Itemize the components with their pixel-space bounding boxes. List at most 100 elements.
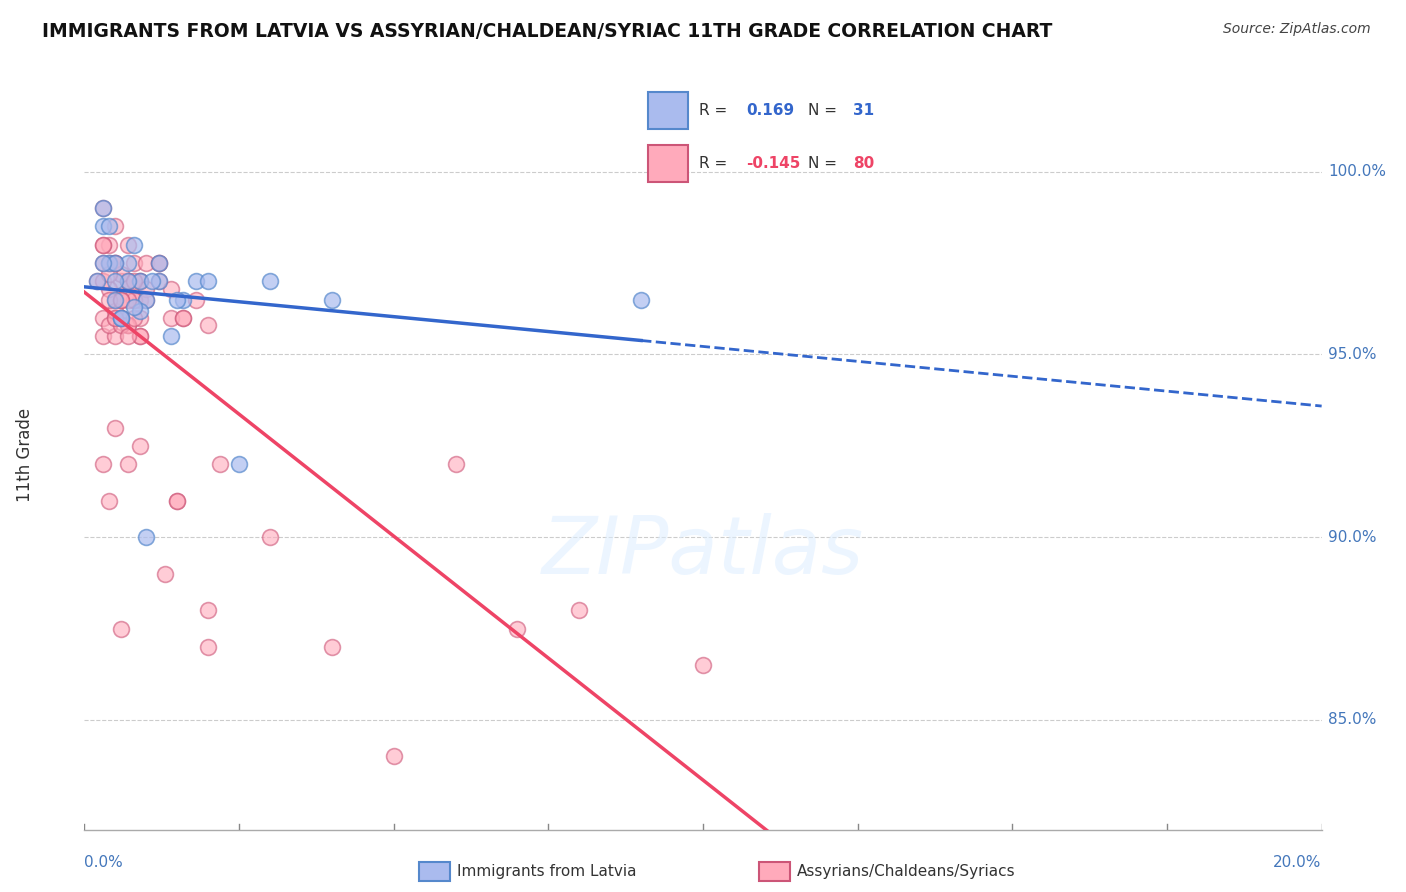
Point bbox=[104, 293, 127, 307]
Point bbox=[197, 640, 219, 654]
Point bbox=[172, 310, 194, 325]
Text: 11th Grade: 11th Grade bbox=[15, 408, 34, 502]
Point bbox=[630, 293, 652, 307]
Point bbox=[135, 530, 157, 544]
Point bbox=[91, 256, 114, 270]
Point bbox=[122, 293, 145, 307]
Text: IMMIGRANTS FROM LATVIA VS ASSYRIAN/CHALDEAN/SYRIAC 11TH GRADE CORRELATION CHART: IMMIGRANTS FROM LATVIA VS ASSYRIAN/CHALD… bbox=[42, 22, 1053, 41]
Point bbox=[117, 329, 139, 343]
Point bbox=[148, 256, 170, 270]
Point bbox=[321, 293, 343, 307]
Point bbox=[117, 274, 139, 288]
Point bbox=[104, 219, 127, 234]
Point bbox=[197, 603, 219, 617]
Point bbox=[117, 274, 139, 288]
Point bbox=[228, 457, 250, 471]
Point bbox=[117, 318, 139, 333]
Point bbox=[209, 457, 232, 471]
Point bbox=[135, 293, 157, 307]
Point bbox=[160, 282, 183, 296]
Point bbox=[172, 293, 194, 307]
Point bbox=[98, 256, 121, 270]
Point bbox=[110, 310, 132, 325]
Point bbox=[110, 274, 132, 288]
Point bbox=[135, 256, 157, 270]
Point bbox=[172, 310, 194, 325]
Point bbox=[117, 457, 139, 471]
Point bbox=[110, 622, 132, 636]
Point bbox=[91, 237, 114, 252]
Text: 31: 31 bbox=[853, 103, 875, 118]
Point bbox=[104, 256, 127, 270]
Text: 80: 80 bbox=[853, 156, 875, 171]
Point bbox=[148, 256, 170, 270]
Point bbox=[98, 237, 121, 252]
Point bbox=[91, 201, 114, 215]
Point bbox=[184, 293, 207, 307]
Point bbox=[98, 256, 121, 270]
Point bbox=[129, 274, 152, 288]
Point bbox=[91, 457, 114, 471]
Point bbox=[91, 237, 114, 252]
Text: 0.169: 0.169 bbox=[747, 103, 794, 118]
Point bbox=[148, 274, 170, 288]
Point bbox=[197, 318, 219, 333]
Point bbox=[104, 293, 127, 307]
Text: R =: R = bbox=[699, 156, 733, 171]
Point bbox=[117, 274, 139, 288]
Point bbox=[104, 256, 127, 270]
Point bbox=[104, 303, 127, 318]
Point bbox=[160, 310, 183, 325]
Point bbox=[110, 310, 132, 325]
Text: -0.145: -0.145 bbox=[747, 156, 801, 171]
Point bbox=[122, 274, 145, 288]
Point bbox=[135, 293, 157, 307]
Point bbox=[122, 310, 145, 325]
Point bbox=[117, 318, 139, 333]
Point bbox=[104, 420, 127, 434]
Text: R =: R = bbox=[699, 103, 733, 118]
Point bbox=[91, 310, 114, 325]
Point bbox=[110, 318, 132, 333]
Point bbox=[129, 439, 152, 453]
Point bbox=[259, 530, 281, 544]
Point bbox=[148, 256, 170, 270]
Point bbox=[129, 329, 152, 343]
Point bbox=[129, 310, 152, 325]
Point bbox=[117, 293, 139, 307]
Point bbox=[122, 300, 145, 314]
Text: 85.0%: 85.0% bbox=[1327, 713, 1376, 727]
Point bbox=[91, 274, 114, 288]
Point bbox=[110, 310, 132, 325]
Point bbox=[568, 603, 591, 617]
Point bbox=[91, 219, 114, 234]
Point bbox=[110, 310, 132, 325]
Point bbox=[129, 274, 152, 288]
Point bbox=[98, 267, 121, 281]
Point bbox=[166, 293, 188, 307]
Point bbox=[129, 293, 152, 307]
Point bbox=[160, 329, 183, 343]
Point bbox=[444, 457, 467, 471]
Point bbox=[122, 237, 145, 252]
Point bbox=[86, 274, 108, 288]
Point bbox=[259, 274, 281, 288]
Point bbox=[104, 274, 127, 288]
Point bbox=[117, 256, 139, 270]
Point bbox=[98, 318, 121, 333]
Point bbox=[141, 274, 163, 288]
Point bbox=[104, 256, 127, 270]
Point bbox=[91, 329, 114, 343]
Point bbox=[166, 493, 188, 508]
Point bbox=[91, 201, 114, 215]
Point bbox=[104, 310, 127, 325]
Point bbox=[153, 566, 176, 581]
Point bbox=[110, 267, 132, 281]
Point bbox=[110, 293, 132, 307]
Point bbox=[506, 622, 529, 636]
Bar bbox=[648, 145, 688, 182]
Point bbox=[122, 256, 145, 270]
Point bbox=[692, 658, 714, 673]
Point bbox=[104, 256, 127, 270]
Point bbox=[86, 274, 108, 288]
